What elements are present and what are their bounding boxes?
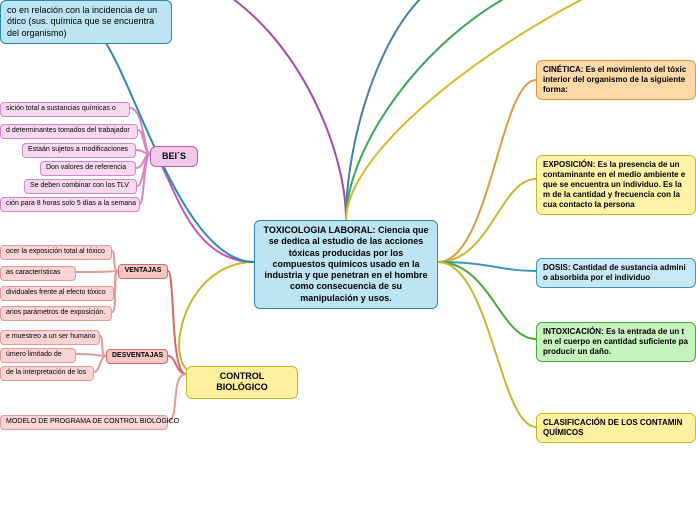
ventajas-node: VENTAJAS xyxy=(118,264,168,279)
desventajas-text: DESVENTAJAS xyxy=(112,352,163,359)
modelo-text: MODELO DE PROGRAMA DE CONTROL BIOLÓGICO xyxy=(6,418,179,425)
control-bio-node: CONTROL BIOLÓGICO xyxy=(186,366,298,399)
ventajas-item-1: as características xyxy=(0,266,76,281)
right-node-4: CLASIFICACIÓN DE LOS CONTAMIN QUÍMICOS xyxy=(536,413,696,443)
right-node-2: DOSIS: Cantidad de sustancia admini o ab… xyxy=(536,258,696,288)
ventajas-item-0: ocer la exposición total al tóxico xyxy=(0,245,112,260)
ventajas-text: VENTAJAS xyxy=(125,267,162,274)
right-node-3: INTOXICACIÓN: Es la entrada de un t en e… xyxy=(536,322,696,362)
beis-item-1: d determinantes tomados del trabajador xyxy=(0,124,138,139)
top-left-node: co en relación con la incidencia de un ó… xyxy=(0,0,172,44)
desventajas-item-2: de la interpretación de los xyxy=(0,366,94,381)
beis-item-5: ción para 8 horas solo 5 días a la seman… xyxy=(0,197,140,212)
beis-text: BEI´S xyxy=(162,151,186,161)
right-node-1: EXPOSICIÓN: Es la presencia de un contam… xyxy=(536,155,696,215)
beis-item-4: Se deben combinar con los TLV xyxy=(24,179,137,194)
desventajas-item-0: e muestreo a un ser humano xyxy=(0,330,100,345)
right-node-0: CINÉTICA: Es el movimiento del tóxic int… xyxy=(536,60,696,100)
beis-item-3: Don valores de referencia xyxy=(40,161,136,176)
beis-node: BEI´S xyxy=(150,146,198,167)
center-text: TOXICOLOGIA LABORAL: Ciencia que se dedi… xyxy=(263,225,428,303)
ventajas-item-3: arios parámetros de exposición. xyxy=(0,306,112,321)
top-left-text: co en relación con la incidencia de un ó… xyxy=(7,5,157,38)
beis-item-0: sición total a sustancias químicas o xyxy=(0,102,130,117)
modelo-node: MODELO DE PROGRAMA DE CONTROL BIOLÓGICO xyxy=(0,415,168,430)
desventajas-node: DESVENTAJAS xyxy=(106,349,168,364)
control-bio-text: CONTROL BIOLÓGICO xyxy=(216,371,268,392)
ventajas-item-2: dividuales frente al efecto tóxico xyxy=(0,286,114,301)
center-node: TOXICOLOGIA LABORAL: Ciencia que se dedi… xyxy=(254,220,438,309)
beis-item-2: Estaán sujetos a modificaciones xyxy=(22,143,136,158)
desventajas-item-1: úmero limitado de xyxy=(0,348,76,363)
